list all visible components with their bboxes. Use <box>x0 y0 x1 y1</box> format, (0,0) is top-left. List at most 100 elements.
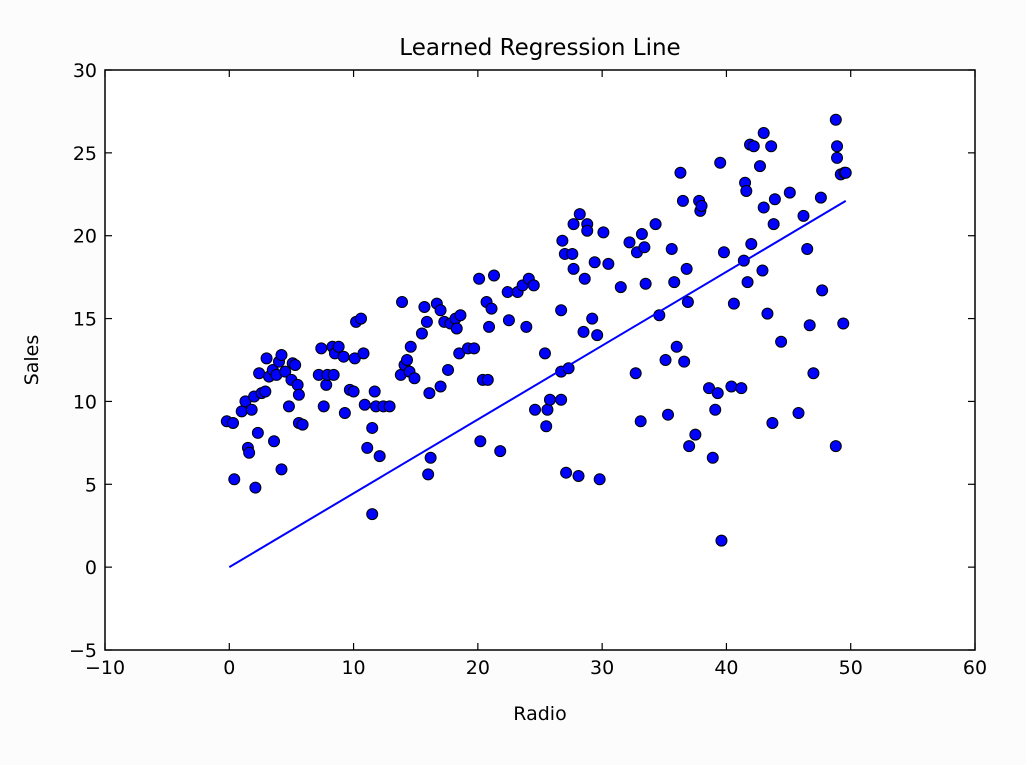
data-point-192 <box>839 166 852 179</box>
x-tick-label: 30 <box>590 657 614 679</box>
y-tick-label: 10 <box>73 391 97 413</box>
data-point-7 <box>245 403 258 416</box>
data-point-179 <box>797 209 810 222</box>
data-point-153 <box>711 387 724 400</box>
data-point-60 <box>401 354 414 366</box>
data-point-89 <box>488 269 501 282</box>
data-point-122 <box>593 473 606 486</box>
data-point-71 <box>434 304 447 317</box>
data-point-169 <box>757 201 770 214</box>
data-point-152 <box>709 403 722 416</box>
data-point-124 <box>602 257 615 270</box>
data-point-102 <box>543 393 556 406</box>
data-point-188 <box>831 140 844 153</box>
data-point-111 <box>567 262 580 275</box>
data-point-77 <box>450 322 463 335</box>
data-point-175 <box>768 193 781 206</box>
data-point-177 <box>783 186 796 199</box>
data-point-115 <box>577 325 590 338</box>
data-point-116 <box>578 272 591 285</box>
data-point-126 <box>623 236 636 249</box>
plot-frame <box>104 69 976 651</box>
x-tick-label: 0 <box>223 657 235 679</box>
data-point-119 <box>586 312 599 325</box>
data-point-146 <box>689 428 702 441</box>
data-point-137 <box>665 242 678 255</box>
y-tick-label: 20 <box>73 226 97 248</box>
data-point-37 <box>327 368 340 381</box>
data-point-144 <box>681 296 694 308</box>
data-point-39 <box>332 340 345 353</box>
data-point-30 <box>296 418 309 431</box>
data-point-103 <box>555 304 568 317</box>
data-point-141 <box>676 194 689 207</box>
data-point-54 <box>373 450 386 463</box>
data-point-185 <box>829 113 842 126</box>
data-point-181 <box>803 319 816 332</box>
data-point-11 <box>253 367 266 380</box>
y-axis-label: Sales <box>21 335 43 386</box>
data-point-74 <box>442 363 455 376</box>
data-point-133 <box>649 218 662 231</box>
data-point-114 <box>573 208 586 221</box>
data-point-22 <box>279 365 292 378</box>
data-point-1 <box>227 416 240 429</box>
data-point-34 <box>320 378 333 391</box>
data-point-190 <box>837 317 850 330</box>
data-point-86 <box>481 373 494 386</box>
data-point-187 <box>831 151 844 164</box>
data-point-186 <box>829 440 842 453</box>
x-tick-label: 10 <box>341 657 365 679</box>
data-point-40 <box>337 350 350 363</box>
data-point-101 <box>541 403 554 416</box>
data-point-113 <box>572 470 585 482</box>
data-point-79 <box>454 309 467 322</box>
data-point-157 <box>725 380 738 393</box>
y-tick-label: 15 <box>73 309 97 331</box>
data-point-91 <box>501 286 514 299</box>
data-point-88 <box>485 302 498 315</box>
y-axis-ticks: −5 0 5 10 15 20 25 30 <box>69 60 975 662</box>
data-point-142 <box>678 355 691 368</box>
data-point-51 <box>366 421 379 434</box>
data-point-67 <box>422 468 435 481</box>
data-point-123 <box>597 226 610 239</box>
data-point-20 <box>275 349 288 362</box>
data-point-98 <box>529 403 542 416</box>
data-point-99 <box>538 347 551 360</box>
data-point-17 <box>268 435 281 448</box>
data-point-125 <box>614 281 627 294</box>
data-point-120 <box>588 256 601 269</box>
data-point-43 <box>347 385 360 398</box>
data-point-108 <box>560 466 573 479</box>
regression-line <box>228 200 847 568</box>
data-point-58 <box>396 296 409 308</box>
data-point-156 <box>717 246 730 259</box>
data-point-139 <box>670 340 683 353</box>
data-point-82 <box>473 272 486 285</box>
data-point-121 <box>591 329 604 342</box>
data-point-172 <box>765 140 778 153</box>
data-point-138 <box>668 276 681 289</box>
data-point-165 <box>745 238 758 250</box>
data-point-135 <box>659 354 672 366</box>
data-point-168 <box>756 264 769 277</box>
data-point-14 <box>260 352 273 365</box>
data-point-48 <box>358 398 371 411</box>
y-tick-label: −5 <box>69 640 97 662</box>
data-point-173 <box>766 416 779 429</box>
data-point-13 <box>259 385 272 398</box>
data-point-145 <box>683 440 696 453</box>
data-point-66 <box>420 315 433 328</box>
y-tick-label: 5 <box>85 474 97 496</box>
data-point-140 <box>674 166 687 179</box>
data-point-112 <box>567 218 580 231</box>
regression-line-layer <box>228 200 847 568</box>
x-tick-label: 20 <box>466 657 490 679</box>
data-point-68 <box>423 387 436 400</box>
data-point-170 <box>757 126 770 139</box>
data-point-182 <box>807 367 820 380</box>
data-point-50 <box>366 508 379 521</box>
data-point-28 <box>292 388 305 401</box>
